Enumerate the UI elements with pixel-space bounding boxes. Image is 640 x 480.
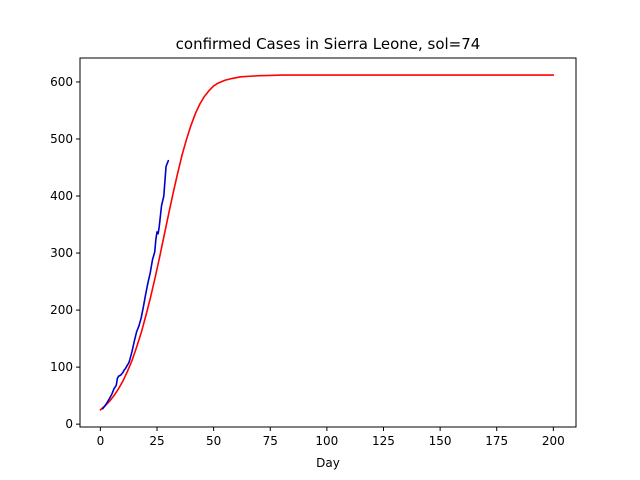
y-tick-label: 600 [50, 75, 73, 89]
x-axis-label: Day [316, 456, 340, 470]
y-tick-label: 500 [50, 132, 73, 146]
chart-title: confirmed Cases in Sierra Leone, sol=74 [176, 35, 481, 53]
y-tick-label: 100 [50, 360, 73, 374]
x-tick-label: 25 [149, 434, 164, 448]
y-tick-label: 0 [65, 417, 73, 431]
series-layer [99, 74, 555, 411]
confirmed-cases-line [101, 159, 170, 410]
y-tick-label: 400 [50, 189, 73, 203]
x-tick-label: 200 [542, 434, 565, 448]
x-tick-label: 175 [485, 434, 508, 448]
model-fit-line [99, 74, 555, 411]
y-tick-label: 200 [50, 303, 73, 317]
x-tick-label: 0 [97, 434, 105, 448]
plot-area [80, 58, 576, 427]
x-tick-label: 150 [429, 434, 452, 448]
y-ticks: 0 100 200 300 400 500 600 [50, 75, 80, 431]
x-tick-label: 50 [206, 434, 221, 448]
y-tick-label: 300 [50, 246, 73, 260]
x-tick-label: 125 [372, 434, 395, 448]
x-tick-label: 75 [263, 434, 278, 448]
plot-frame [79, 57, 577, 428]
x-tick-label: 100 [315, 434, 338, 448]
x-ticks: 0 25 50 75 100 125 150 175 200 [97, 427, 565, 448]
